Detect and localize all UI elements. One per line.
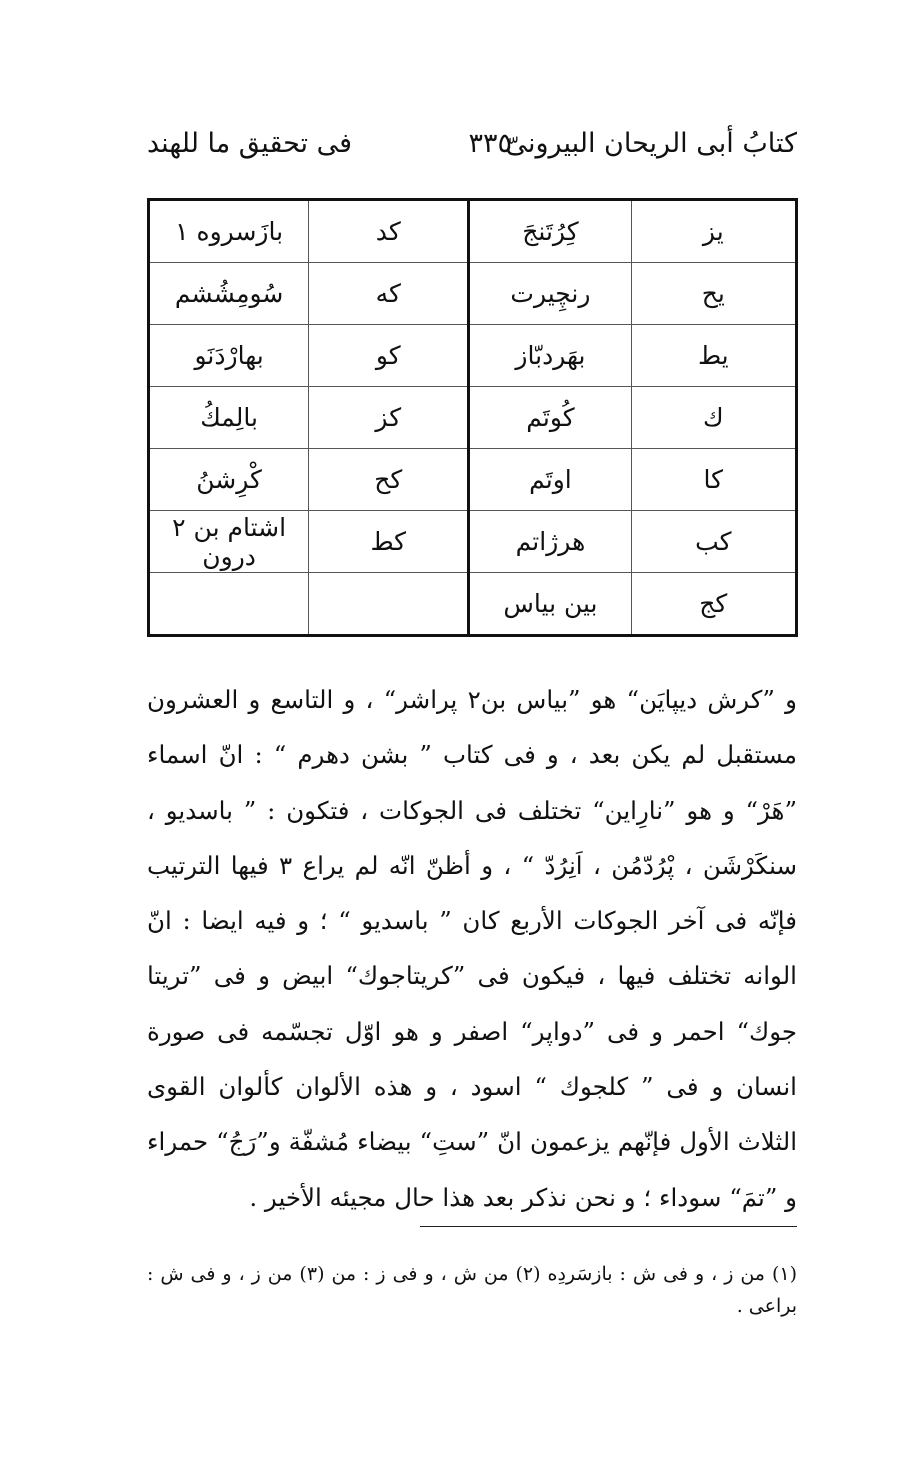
table-cell: كُوتَم [467,386,632,449]
table-cell: كا [630,448,798,511]
table-cell [147,572,310,636]
table-cell: كه [308,262,470,325]
table-cell: كْرِشنُ [147,448,310,511]
table-row: كب هرژاتم كط اشتام بن ٢ درون [147,510,798,573]
table-cell: ك [630,386,798,449]
table-row: يط بهَردبّاز كو بهارْدَنَو [147,324,798,387]
table-cell: كج [630,572,798,636]
table-cell: بهَردبّاز [467,324,632,387]
table-cell: رنچِيرت [467,262,632,325]
table-cell: بين بياس [467,572,632,636]
table-cell: كد [308,199,470,263]
names-table: يز كِرُتَنجَ كد بازَسروه ١ يح رنچِيرت كه سُومِش… [147,198,798,637]
body-paragraph: و ”كرش ديپايَن“ هو ”بياس بن٢ پراشر“ ، و … [147,685,798,1212]
table-cell: كز [308,386,470,449]
table-cell: كح [308,448,470,511]
table-cell: يز [630,199,798,263]
footnotes: (١) من ز ، و فى ش : بازسَردِه (٢) من ش ،… [147,1263,798,1317]
table-cell [308,572,470,636]
table-cell: اشتام بن ٢ درون [147,510,310,573]
page-number: ٣٣٥ [468,128,512,159]
table-row: ك كُوتَم كز بالِمكُ [147,386,798,449]
table-cell: اوتَم [467,448,632,511]
book-subtitle: فى تحقيق ما للهند [147,128,353,159]
table-row: يح رنچِيرت كه سُومِشُشم [147,262,798,325]
table-cell: بهارْدَنَو [147,324,310,387]
table-cell: بالِمكُ [147,386,310,449]
table-cell: يح [630,262,798,325]
table-cell: بازَسروه ١ [147,199,310,263]
table-row: يز كِرُتَنجَ كد بازَسروه ١ [147,199,798,263]
table-cell: هرژاتم [467,510,632,573]
book-title: كتابُ أبى الريحان البيرونىّ [505,128,797,159]
footnote-divider [420,1226,797,1227]
table-row: كج بين بياس [147,572,798,636]
table-cell: سُومِشُشم [147,262,310,325]
running-header: كتابُ أبى الريحان البيرونىّ ٣٣٥ فى تحقيق… [147,128,797,168]
table-cell: يط [630,324,798,387]
table-cell: كط [308,510,470,573]
table-cell: كب [630,510,798,573]
table-cell: كو [308,324,470,387]
table-row: كا اوتَم كح كْرِشنُ [147,448,798,511]
table-cell: كِرُتَنجَ [467,199,632,263]
